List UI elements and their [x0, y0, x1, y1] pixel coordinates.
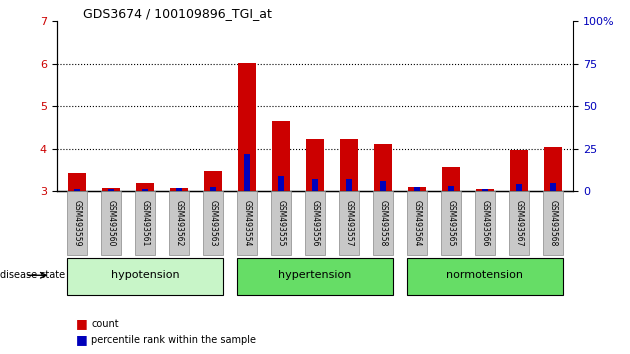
Bar: [476, 189, 495, 191]
Bar: [544, 147, 562, 191]
Text: ■: ■: [76, 333, 88, 346]
Bar: [135, 191, 155, 255]
Bar: [169, 191, 189, 255]
Text: GSM493556: GSM493556: [311, 200, 319, 246]
Bar: [108, 189, 114, 191]
Bar: [312, 179, 318, 191]
Bar: [272, 121, 290, 191]
Bar: [441, 191, 461, 255]
Text: GSM493560: GSM493560: [106, 200, 115, 246]
Bar: [306, 139, 324, 191]
Text: GSM493562: GSM493562: [175, 200, 183, 246]
Text: GSM493565: GSM493565: [447, 200, 455, 246]
Bar: [510, 149, 529, 191]
Bar: [169, 188, 188, 191]
Bar: [203, 171, 222, 191]
Text: GSM493567: GSM493567: [515, 200, 524, 246]
Text: GSM493559: GSM493559: [72, 200, 82, 246]
Bar: [101, 191, 121, 255]
Text: percentile rank within the sample: percentile rank within the sample: [91, 335, 256, 345]
Text: GSM493568: GSM493568: [548, 200, 558, 246]
Text: GSM493557: GSM493557: [345, 200, 353, 246]
Text: GSM493563: GSM493563: [209, 200, 217, 246]
Bar: [67, 258, 223, 295]
Bar: [68, 173, 86, 191]
Bar: [550, 183, 556, 191]
Bar: [101, 188, 120, 191]
Bar: [448, 186, 454, 191]
Bar: [407, 258, 563, 295]
Text: normotension: normotension: [447, 270, 524, 280]
Bar: [271, 191, 291, 255]
Bar: [407, 191, 427, 255]
Bar: [305, 191, 325, 255]
Bar: [475, 191, 495, 255]
Text: GSM493561: GSM493561: [140, 200, 149, 246]
Bar: [380, 181, 386, 191]
Bar: [238, 63, 256, 191]
Bar: [74, 189, 80, 191]
Bar: [237, 258, 393, 295]
Text: GSM493558: GSM493558: [379, 200, 387, 246]
Bar: [67, 191, 87, 255]
Bar: [346, 179, 352, 191]
Text: GDS3674 / 100109896_TGI_at: GDS3674 / 100109896_TGI_at: [83, 7, 272, 20]
Bar: [244, 154, 250, 191]
Text: disease state: disease state: [0, 270, 65, 280]
Bar: [340, 139, 358, 191]
Bar: [237, 191, 257, 255]
Text: hypertension: hypertension: [278, 270, 352, 280]
Text: GSM493566: GSM493566: [481, 200, 490, 246]
Bar: [414, 187, 420, 191]
Bar: [210, 187, 216, 191]
Bar: [176, 188, 182, 191]
Bar: [509, 191, 529, 255]
Bar: [142, 189, 148, 191]
Text: hypotension: hypotension: [111, 270, 180, 280]
Text: GSM493564: GSM493564: [413, 200, 421, 246]
Bar: [442, 167, 461, 191]
Bar: [516, 183, 522, 191]
Bar: [278, 176, 284, 191]
Bar: [135, 183, 154, 191]
Bar: [374, 144, 392, 191]
Bar: [482, 189, 488, 191]
Text: count: count: [91, 319, 119, 329]
Bar: [543, 191, 563, 255]
Bar: [408, 187, 427, 191]
Bar: [203, 191, 223, 255]
Bar: [373, 191, 393, 255]
Bar: [339, 191, 359, 255]
Text: ■: ■: [76, 318, 88, 330]
Text: GSM493554: GSM493554: [243, 200, 251, 246]
Text: GSM493555: GSM493555: [277, 200, 285, 246]
